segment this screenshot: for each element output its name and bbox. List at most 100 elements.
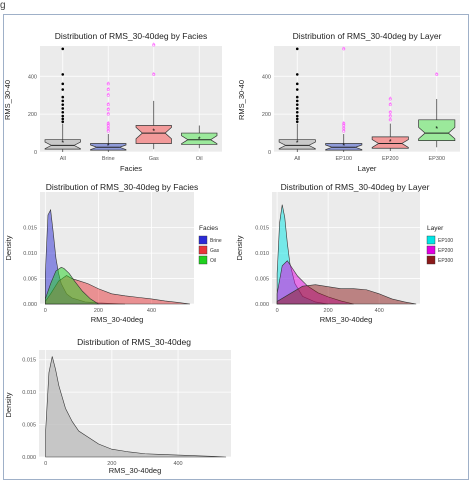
chart-title: Distribution of RMS_30-40deg by Layer [281, 182, 430, 192]
legend-title: Layer [427, 225, 444, 232]
x-tick-label: EP300 [428, 156, 445, 162]
outlier-point [106, 93, 110, 97]
outlier-star: * [107, 112, 110, 119]
x-tick-label: 200 [107, 461, 116, 467]
box-body [44, 139, 81, 150]
top-cut-text: g [0, 0, 6, 11]
box-ep200: ****** [371, 97, 409, 152]
outlier-star: * [342, 123, 345, 130]
outlier-point [342, 124, 346, 128]
box-body [278, 139, 316, 150]
y-tick-label: 200 [28, 112, 37, 118]
outlier-point [295, 99, 299, 103]
outlier-point [106, 82, 110, 86]
outlier-point [61, 82, 65, 86]
outlier-star: * [389, 110, 392, 117]
outlier-point [295, 47, 299, 51]
chart-title: Distribution of RMS_30-40deg [77, 337, 191, 347]
outlier-point [435, 72, 439, 76]
outlier-point [295, 114, 299, 118]
mean-marker: * [296, 140, 299, 147]
outlier-star: * [435, 72, 438, 79]
y-axis-label: Density [4, 235, 13, 260]
outlier-point [342, 126, 346, 130]
legend-key [426, 255, 436, 265]
x-axis-label: RMS_30-40deg [320, 315, 373, 324]
outlier-point [295, 88, 299, 91]
outlier-point [152, 72, 156, 76]
outlier-star: * [107, 93, 110, 100]
outlier-point [61, 47, 65, 51]
y-tick-label: 0.005 [23, 277, 37, 283]
outlier-star: * [107, 102, 110, 109]
outlier-point [61, 107, 65, 110]
mean-marker: * [435, 126, 438, 133]
x-tick-label: 200 [94, 308, 103, 314]
y-tick-label: 400 [28, 74, 37, 80]
outlier-star: * [342, 129, 345, 136]
y-tick-label: 200 [262, 112, 271, 118]
x-tick-label: Gas [149, 156, 159, 162]
x-tick-label: Oil [196, 156, 203, 162]
legend-label: EP200 [438, 248, 453, 254]
x-axis-label: RMS_30-40deg [109, 466, 162, 475]
outlier-star: * [342, 126, 345, 133]
box-gas: * * * [135, 43, 172, 150]
outlier-point [295, 73, 299, 76]
outlier-point [388, 114, 392, 118]
x-tick-label: 400 [147, 308, 156, 314]
y-tick-label: 0.000 [23, 302, 37, 308]
mean-marker: * [61, 140, 64, 147]
mean-marker: * [152, 129, 155, 136]
x-tick-label: 0 [44, 461, 47, 467]
y-tick-label: 0.005 [255, 277, 269, 283]
legend-key [426, 235, 436, 245]
legend-label: EP100 [438, 238, 453, 244]
y-tick-label: 0.015 [255, 226, 269, 232]
legend-key [198, 235, 208, 245]
legend-key [198, 245, 208, 255]
x-axis-label: Layer [358, 164, 377, 173]
outlier-star: * [107, 87, 110, 94]
outlier-point [61, 117, 65, 121]
legend-label: Oil [210, 258, 216, 264]
mean-marker: * [342, 143, 345, 150]
y-tick-label: 0.010 [23, 251, 37, 257]
chart-title: Distribution of RMS_30-40deg by Facies [46, 182, 199, 192]
mean-marker: * [389, 139, 392, 146]
chart-title: Distribution of RMS_30-40deg by Facies [55, 31, 208, 41]
chart-density_layer: 0.000 0.005 0.010 0.015 0 200 400 Layer EP100 EP2… [235, 182, 453, 324]
outlier-point [61, 88, 65, 91]
x-tick-label: 400 [173, 461, 182, 467]
outlier-star: * [342, 121, 345, 128]
x-tick-label: 0 [44, 308, 47, 314]
outlier-point [388, 97, 392, 101]
outlier-point [342, 122, 346, 126]
outlier-point [106, 124, 110, 128]
legend-key [198, 255, 208, 265]
y-axis-label: Density [4, 392, 13, 417]
chart-density_facies: 0.000 0.005 0.010 0.015 0 200 400 Facies Brine Ga… [4, 182, 222, 324]
legend-key [426, 245, 436, 255]
y-tick-label: 0 [34, 150, 37, 156]
y-tick-label: 0.000 [255, 302, 269, 308]
x-tick-label: 0 [276, 308, 279, 314]
box-all: * [44, 47, 81, 152]
outlier-point [61, 99, 65, 103]
outlier-star: * [107, 81, 110, 88]
outlier-star: * [107, 107, 110, 114]
outlier-star: * [389, 114, 392, 121]
legend-title: Facies [199, 225, 219, 232]
chart-density_all: 0.000 0.005 0.010 0.015 0 200 400 Distribution … [4, 337, 231, 475]
outlier-point [295, 110, 299, 114]
outlier-point [61, 120, 65, 124]
outlier-point [295, 107, 299, 110]
y-axis-label: Density [235, 235, 244, 260]
outlier-point [61, 114, 65, 118]
outlier-point [106, 126, 110, 130]
x-tick-label: Brine [102, 156, 115, 162]
outlier-point [388, 103, 392, 107]
outlier-point [61, 73, 65, 76]
